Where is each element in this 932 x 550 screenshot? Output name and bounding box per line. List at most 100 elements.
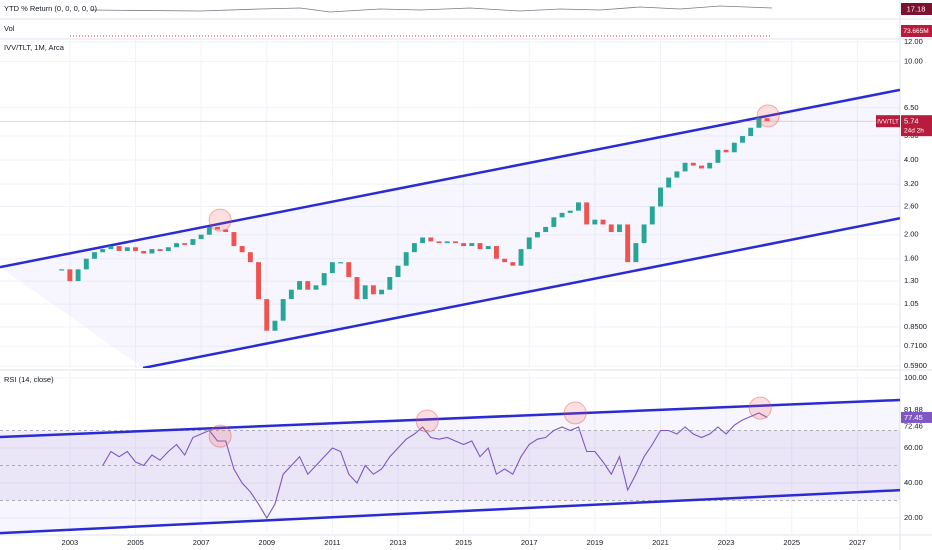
countdown-label: 24d 2h [904,127,924,134]
candle [190,239,196,245]
y-tick-label: 1.60 [904,254,919,263]
rsi-tag [901,411,932,423]
ytd-tag-label: 17.18 [907,4,926,13]
candle [321,273,327,286]
candle [223,229,229,233]
candle [641,224,647,244]
candle [313,285,319,290]
rsi-tag-label: 72.46 [904,422,923,431]
candle [658,187,663,207]
highlight-circle [756,104,780,128]
candle [723,149,729,153]
candle [182,243,188,245]
y-tick-label: 6.50 [904,103,919,112]
x-tick-label: 2003 [62,538,79,547]
candle [518,249,524,266]
candle [124,247,130,251]
candle [100,249,106,253]
y-tick-label: 0.7100 [904,341,927,350]
candle [649,206,655,225]
candle [502,258,508,263]
candle [116,246,122,251]
candle [600,219,606,225]
candle [75,269,81,282]
candle [247,252,253,263]
candle [198,234,204,240]
candle [420,237,426,244]
x-tick-label: 2011 [324,538,340,547]
candle [338,262,344,264]
candle [133,247,138,251]
highlight-circle [208,208,232,232]
x-tick-label: 2027 [849,538,866,547]
candle [690,162,696,166]
y-tick-label: 10.00 [904,56,923,65]
candle [165,247,171,251]
candle [362,285,368,300]
candle [92,252,97,259]
candle [707,162,713,169]
candle [370,285,376,295]
candle [239,246,245,253]
candle [477,243,483,250]
candle [264,299,270,331]
candle [346,262,352,278]
x-tick-label: 2013 [390,538,407,547]
x-tick-label: 2023 [718,538,735,547]
candle [493,246,499,259]
candle [756,118,762,128]
candle [157,249,163,251]
candle [272,320,278,331]
channel-line [0,488,900,535]
candle [526,237,532,250]
candle [174,243,179,248]
y-tick-label: 3.20 [904,179,919,188]
candle [740,136,745,143]
candle [731,142,737,153]
price-tag-label: 5.74 [904,117,919,126]
y-tick-label: 40.00 [904,478,923,487]
candle [297,281,303,290]
candle [510,262,516,266]
x-tick-label: 2025 [783,538,800,547]
symbol-tag-label: IVV/TLT [877,119,899,125]
candle [584,202,590,225]
x-tick-label: 2017 [521,538,538,547]
candle [436,241,442,244]
channel-line [0,88,900,269]
candle [329,262,335,274]
candle [674,171,680,178]
channel-line [142,217,900,368]
candle [428,237,434,242]
candle [633,243,639,263]
candle [567,210,573,213]
y-tick-label: 60.00 [904,443,923,452]
x-tick-label: 2005 [127,538,144,547]
candle [411,243,417,253]
candle [256,262,262,300]
candle [288,289,294,300]
x-tick-label: 2021 [652,538,669,547]
candle [231,232,237,247]
candle [305,281,311,290]
candle [666,177,672,188]
y-tick-label: 1.30 [904,276,919,285]
candle [575,202,581,211]
channel-line [0,398,900,439]
candle [559,212,565,218]
x-tick-label: 2009 [258,538,275,547]
candle [403,252,409,266]
y-tick-label: 0.8500 [904,322,927,331]
candle [715,149,721,163]
volume-title: Vol [4,24,15,33]
y-tick-label: 4.00 [904,155,919,164]
x-tick-label: 2019 [587,538,604,547]
candle [59,269,65,271]
rsi-line [102,412,768,520]
candle [551,217,557,227]
ytd-title: YTD % Return (0, 0, 0, 0, 0) [4,4,97,13]
candle [108,246,114,250]
candle [395,265,401,278]
